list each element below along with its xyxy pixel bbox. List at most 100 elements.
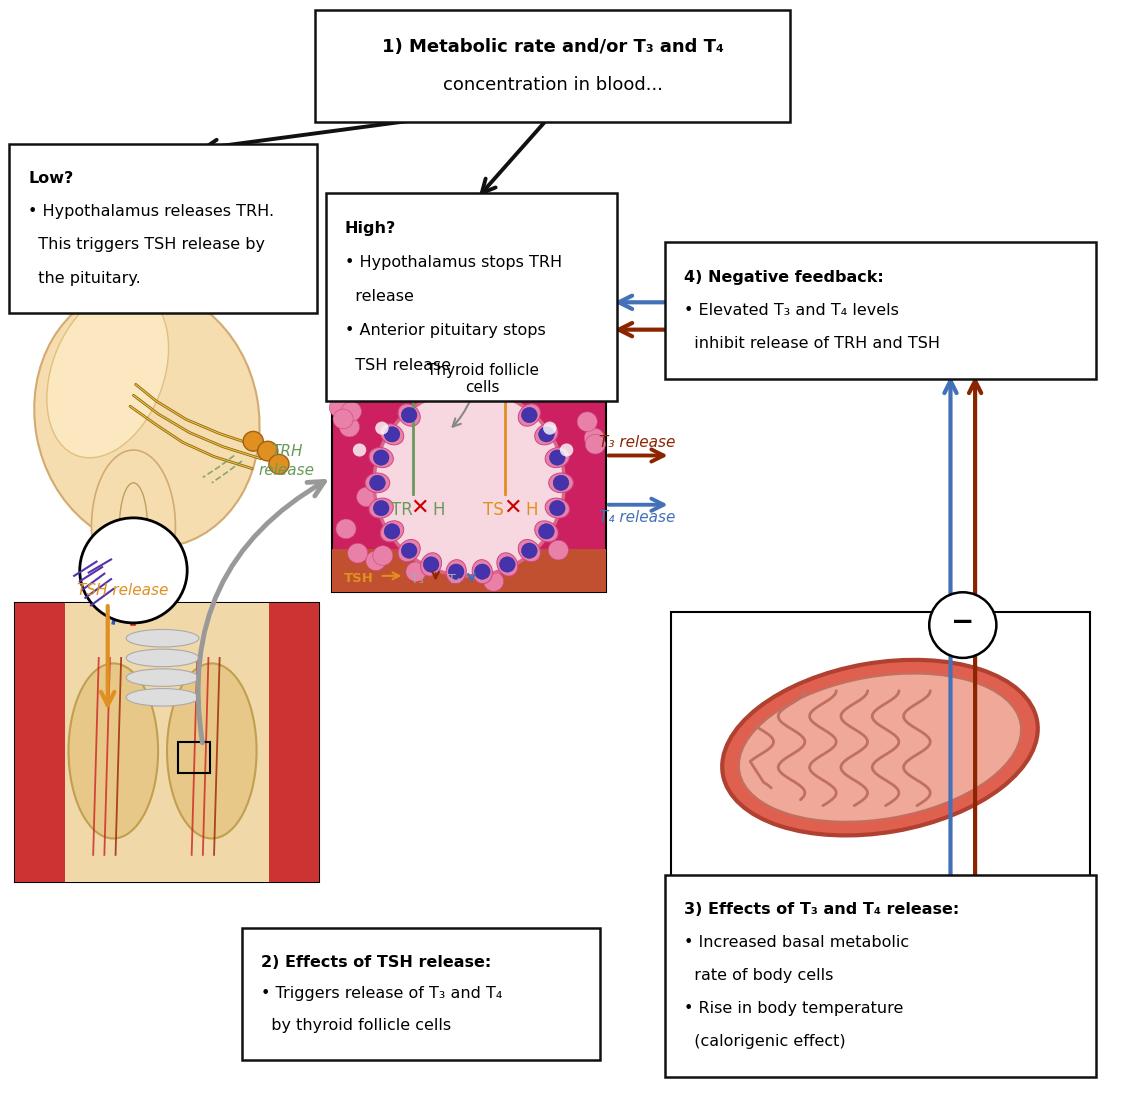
FancyBboxPatch shape <box>65 603 269 882</box>
Ellipse shape <box>398 404 421 427</box>
Circle shape <box>402 407 417 422</box>
Circle shape <box>577 411 597 431</box>
Circle shape <box>373 545 393 565</box>
Text: Thyroid follicle
cells: Thyroid follicle cells <box>426 363 539 395</box>
FancyBboxPatch shape <box>9 144 318 314</box>
Ellipse shape <box>535 423 558 445</box>
Circle shape <box>80 518 187 623</box>
Circle shape <box>539 523 554 539</box>
Ellipse shape <box>518 404 541 427</box>
Ellipse shape <box>369 448 394 467</box>
Ellipse shape <box>92 450 175 603</box>
Circle shape <box>374 450 389 465</box>
Circle shape <box>550 450 565 465</box>
Ellipse shape <box>518 540 541 562</box>
FancyBboxPatch shape <box>15 603 320 882</box>
Text: TR: TR <box>390 501 413 519</box>
Ellipse shape <box>447 559 467 584</box>
Circle shape <box>339 417 359 437</box>
Circle shape <box>384 427 399 442</box>
Text: • Triggers release of T₃ and T₄: • Triggers release of T₃ and T₄ <box>261 986 503 1002</box>
FancyBboxPatch shape <box>15 314 320 603</box>
Circle shape <box>333 409 353 429</box>
Ellipse shape <box>126 669 199 687</box>
Text: TS: TS <box>482 501 504 519</box>
Ellipse shape <box>119 483 147 570</box>
Ellipse shape <box>126 689 199 706</box>
Circle shape <box>341 402 361 421</box>
Text: Low?: Low? <box>28 171 74 186</box>
Text: rate of body cells: rate of body cells <box>684 969 834 983</box>
Ellipse shape <box>126 630 199 647</box>
FancyBboxPatch shape <box>671 612 1091 880</box>
Circle shape <box>357 487 377 507</box>
Text: release: release <box>344 290 414 304</box>
Circle shape <box>522 407 537 422</box>
Ellipse shape <box>35 286 259 547</box>
Text: 4) Negative feedback:: 4) Negative feedback: <box>684 270 884 285</box>
Circle shape <box>423 557 439 573</box>
Circle shape <box>402 543 417 558</box>
Circle shape <box>369 475 385 490</box>
Text: • Increased basal metabolic: • Increased basal metabolic <box>684 936 909 950</box>
Text: ✕: ✕ <box>411 498 430 518</box>
Circle shape <box>374 500 389 516</box>
Text: ✕: ✕ <box>504 498 522 518</box>
Circle shape <box>471 545 491 565</box>
Text: 2) Effects of TSH release:: 2) Effects of TSH release: <box>261 955 491 970</box>
Ellipse shape <box>535 521 558 542</box>
Ellipse shape <box>723 660 1038 836</box>
Circle shape <box>929 592 996 658</box>
FancyBboxPatch shape <box>315 10 790 122</box>
Circle shape <box>384 523 399 539</box>
Text: the pituitary.: the pituitary. <box>28 271 141 285</box>
Text: • Hypothalamus stops TRH: • Hypothalamus stops TRH <box>344 256 562 270</box>
Polygon shape <box>332 548 606 592</box>
Text: inhibit release of TRH and TSH: inhibit release of TRH and TSH <box>684 336 940 351</box>
Circle shape <box>550 500 565 516</box>
Text: (calorigenic effect): (calorigenic effect) <box>684 1034 846 1050</box>
Circle shape <box>475 564 490 579</box>
Text: −: − <box>951 608 974 636</box>
Circle shape <box>499 557 515 573</box>
Circle shape <box>549 540 569 559</box>
Circle shape <box>348 543 368 563</box>
Circle shape <box>352 443 366 456</box>
Text: TRH
release: TRH release <box>259 444 315 478</box>
Text: • Rise in body temperature: • Rise in body temperature <box>684 1002 903 1016</box>
Ellipse shape <box>380 423 404 445</box>
Circle shape <box>449 564 465 579</box>
Text: High?: High? <box>344 222 396 236</box>
Ellipse shape <box>47 290 168 457</box>
Ellipse shape <box>549 473 573 493</box>
Text: This triggers TSH release by: This triggers TSH release by <box>28 237 265 252</box>
Circle shape <box>488 548 508 568</box>
Circle shape <box>585 428 605 448</box>
Circle shape <box>553 475 569 490</box>
Circle shape <box>269 454 289 474</box>
FancyBboxPatch shape <box>15 603 65 882</box>
Circle shape <box>489 554 509 574</box>
Circle shape <box>329 398 349 417</box>
Ellipse shape <box>68 664 158 838</box>
Circle shape <box>522 543 537 558</box>
Circle shape <box>366 551 386 570</box>
Text: T₄ release: T₄ release <box>599 510 675 525</box>
FancyBboxPatch shape <box>242 928 600 1060</box>
Ellipse shape <box>497 553 518 576</box>
Circle shape <box>425 402 445 421</box>
Ellipse shape <box>545 448 570 467</box>
FancyBboxPatch shape <box>665 242 1096 378</box>
Circle shape <box>374 389 564 576</box>
FancyBboxPatch shape <box>327 193 617 400</box>
Text: T₃: T₃ <box>412 573 424 586</box>
Text: H: H <box>432 501 444 519</box>
FancyBboxPatch shape <box>665 874 1096 1077</box>
Circle shape <box>586 434 606 454</box>
Circle shape <box>258 441 278 461</box>
Text: H: H <box>525 501 537 519</box>
Text: T₄: T₄ <box>449 573 461 586</box>
Text: • Anterior pituitary stops: • Anterior pituitary stops <box>344 324 545 339</box>
Circle shape <box>543 421 557 434</box>
Circle shape <box>243 431 264 451</box>
